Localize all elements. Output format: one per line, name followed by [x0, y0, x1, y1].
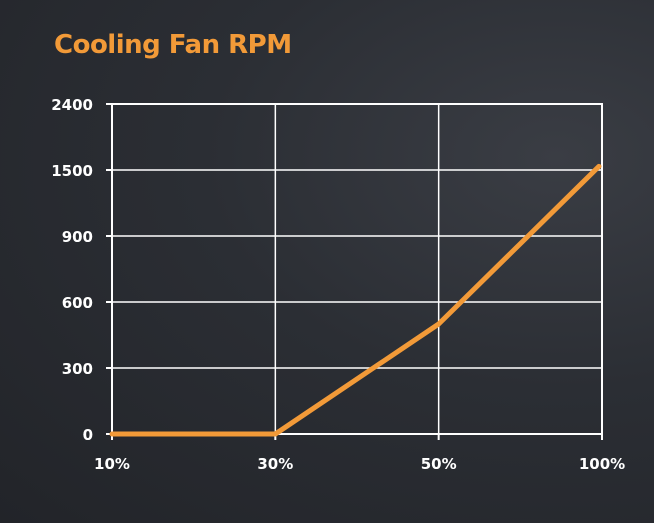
x-tick-label: 30%: [257, 455, 293, 473]
y-tick-label: 300: [62, 360, 93, 378]
series-group: [109, 163, 602, 437]
y-tick-label: 1500: [51, 162, 93, 180]
grid-lines: [106, 103, 603, 440]
y-tick-label: 600: [62, 294, 93, 312]
plot-frame: [111, 103, 603, 435]
x-axis-tick-labels: 10% 30% 50% 100%: [94, 455, 625, 473]
chart-title: Cooling Fan RPM: [54, 30, 292, 60]
y-axis-tick-labels: 0 300 600 900 1500 2400: [51, 96, 93, 444]
y-tick-label: 0: [83, 426, 93, 444]
y-tick-label: 900: [62, 228, 93, 246]
x-tick-label: 100%: [579, 455, 625, 473]
x-tick-label: 10%: [94, 455, 130, 473]
y-tick-label: 2400: [51, 96, 93, 114]
x-tick-label: 50%: [421, 455, 457, 473]
series-line: [109, 163, 602, 437]
